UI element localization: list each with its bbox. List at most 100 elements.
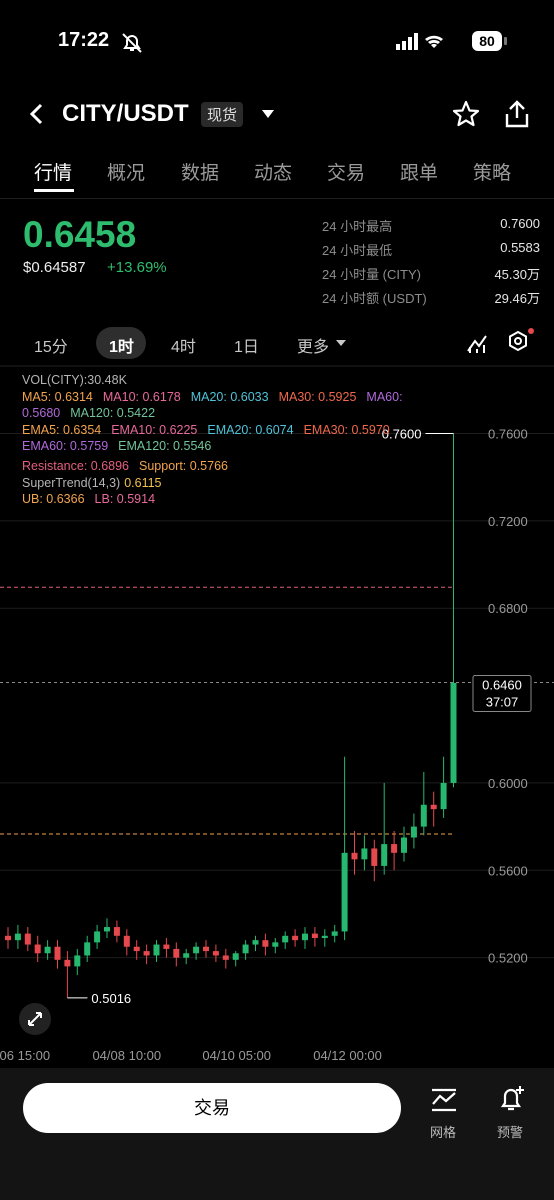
battery: 80 [472, 31, 502, 51]
tab[interactable]: 动态 [253, 163, 293, 184]
candle-body [54, 946, 61, 960]
y-tick-label: 0.6000 [488, 776, 528, 791]
candle-body [123, 935, 130, 947]
legend-row: VOL(CITY):30.48K [22, 372, 462, 389]
legend-item: Support: 0.5766 [139, 458, 228, 473]
pair-title[interactable]: CITY/USDT [62, 100, 189, 127]
stat-value: 45.30万 [494, 267, 540, 282]
candle-body [143, 951, 150, 956]
candle-body [163, 944, 170, 949]
candle-body [331, 931, 338, 936]
stat-label: 24 小时最低 [322, 243, 393, 258]
usd-price: $0.64587 [23, 259, 86, 276]
legend-item: EMA60: 0.5759 [22, 439, 109, 454]
candle-body [104, 927, 110, 932]
fullscreen-button[interactable] [18, 1002, 52, 1036]
more-caret[interactable] [334, 338, 348, 348]
alert-label[interactable]: 预警 [497, 1125, 524, 1140]
stat-value: 0.5583 [500, 240, 540, 255]
tab[interactable]: 概况 [106, 163, 146, 184]
stat-value: 0.7600 [500, 216, 540, 231]
legend-item: VOL(CITY):30.48K [22, 373, 127, 387]
candle-body [203, 946, 209, 952]
interval-tab[interactable]: 15分 [34, 339, 68, 356]
tab[interactable]: 数据 [180, 163, 220, 184]
legend-item: MA30: 0.5925 [278, 389, 357, 404]
legend-item: 0.6115 [124, 475, 162, 490]
legend-item: SuperTrend(14,3) [22, 475, 121, 490]
back-button[interactable] [26, 102, 48, 126]
grid-icon[interactable] [430, 1087, 458, 1113]
candle-body [212, 951, 219, 956]
stat-label: 24 小时量 (CITY) [322, 267, 421, 282]
legend-item: MA120: 0.5422 [70, 406, 156, 421]
legend-item: 0.5680 [22, 406, 61, 421]
candle-body [5, 935, 11, 941]
trade-button[interactable]: 交易 [23, 1083, 401, 1133]
candle-body [34, 944, 41, 954]
legend-row: EMA60: 0.5759 EMA120: 0.5546 [22, 438, 462, 455]
status-time: 17:22 [58, 29, 110, 51]
candle-body [272, 942, 279, 947]
candle-body [222, 955, 229, 960]
candle-body [381, 844, 388, 866]
settings-button[interactable] [506, 326, 536, 356]
candle-body [430, 804, 437, 810]
y-tick-label: 0.6800 [488, 601, 528, 616]
candle-body [193, 946, 200, 954]
candle-body [252, 940, 259, 945]
interval-tab[interactable]: 4时 [171, 339, 196, 356]
candle-body [24, 933, 31, 945]
legend-item: EMA5: 0.6354 [22, 422, 102, 437]
tab[interactable]: 策略 [472, 163, 512, 184]
candle-body [401, 837, 407, 853]
tab[interactable]: 行情 [33, 163, 73, 184]
legend-row: Resistance: 0.6896 Support: 0.5766 [22, 458, 462, 475]
tab[interactable]: 跟单 [399, 163, 439, 184]
legend-item: EMA10: 0.6225 [111, 422, 198, 437]
candle-body [420, 804, 427, 827]
candle-body [183, 953, 190, 958]
legend-item: MA20: 0.6033 [190, 389, 269, 404]
current-price-box [472, 674, 532, 712]
market-badge: 现货 [201, 102, 244, 127]
candle-body [113, 927, 120, 936]
legend-row: 0.5680 MA120: 0.5422 [22, 405, 462, 422]
candle-body [321, 935, 328, 938]
candle-body [262, 940, 269, 947]
y-tick-label: 0.7200 [488, 514, 528, 529]
tab[interactable]: 交易 [326, 163, 366, 184]
candle-body [302, 933, 308, 941]
interval-tab[interactable]: 更多 [297, 339, 330, 356]
countdown-label: 37:07 [486, 694, 519, 709]
candle-body [133, 946, 140, 952]
candle-body [292, 935, 299, 941]
indicator-button[interactable] [465, 331, 489, 355]
legend-row: UB: 0.6366 LB: 0.5914 [22, 491, 462, 508]
candle-body [450, 682, 457, 783]
signal-wifi [396, 33, 443, 50]
legend-item: EMA20: 0.6074 [207, 422, 294, 437]
alert-icon[interactable] [497, 1084, 527, 1114]
grid-label[interactable]: 网格 [430, 1125, 457, 1140]
pair-dropdown[interactable] [260, 108, 276, 120]
share-button[interactable] [503, 99, 531, 129]
interval-tab[interactable]: 1时 [109, 339, 134, 356]
candle-body [84, 942, 91, 956]
favorite-button[interactable] [452, 100, 480, 128]
battery-tip [504, 37, 507, 45]
candle-body [94, 931, 101, 943]
legend-item: MA60: [366, 389, 403, 404]
indicator-legend: VOL(CITY):30.48K MA5: 0.6314 MA10: 0.6178 M… [22, 372, 462, 508]
candle-body [242, 944, 249, 954]
interval-pill [96, 327, 146, 359]
stat-value: 29.46万 [494, 291, 540, 306]
candle-body [44, 946, 51, 954]
candle-body [410, 826, 417, 838]
candle-body [173, 948, 180, 958]
tab-underline [34, 189, 74, 192]
candle-body [391, 844, 398, 853]
interval-tab[interactable]: 1日 [234, 339, 259, 356]
price-chart: 0.5200 0.5600 0.6000 0.6800 0.7200 0.7600 06 1… [0, 365, 554, 1063]
